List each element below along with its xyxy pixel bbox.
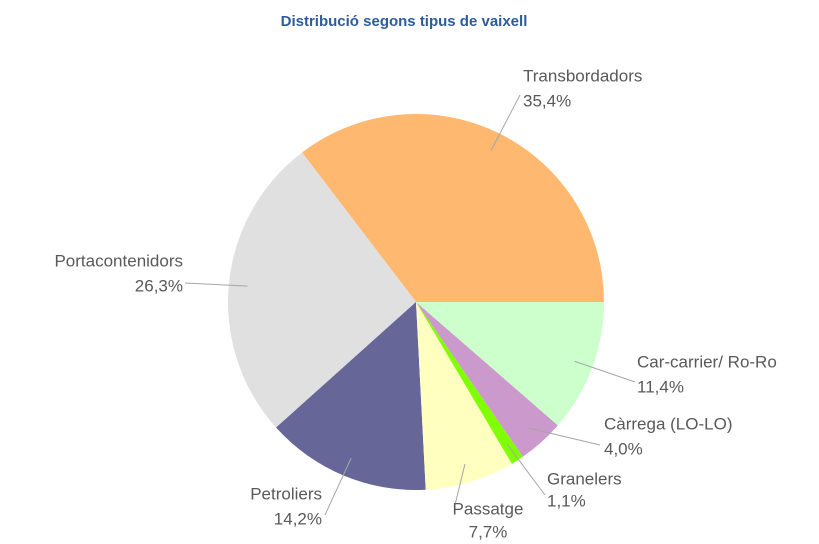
- slice-label: Càrrega (LO-LO): [604, 414, 732, 433]
- slice-label: Petroliers: [250, 484, 322, 503]
- leader-line: [506, 444, 546, 496]
- leader-line: [528, 427, 601, 446]
- value-label: 4,0%: [604, 439, 643, 458]
- leader-line: [184, 282, 248, 287]
- value-label: 11,4%: [637, 377, 684, 396]
- pie-slice: [416, 302, 604, 426]
- slice-label: Passatge: [453, 499, 524, 518]
- slice-label: Transbordadors: [523, 66, 642, 85]
- value-label: 7,7%: [469, 522, 508, 541]
- pie-slice: [228, 152, 416, 428]
- pie-slice: [416, 302, 523, 464]
- value-label: 1,1%: [547, 491, 586, 510]
- slice-label: Portacontenidors: [54, 251, 183, 270]
- pie-slice: [416, 302, 558, 457]
- value-label: 14,2%: [274, 509, 322, 528]
- pie-slice: [302, 113, 604, 302]
- slice-label: Car-carrier/ Ro-Ro: [637, 352, 777, 371]
- slice-label: Granelers: [547, 469, 622, 488]
- leader-line: [324, 458, 352, 516]
- value-label: 26,3%: [135, 276, 183, 295]
- pie-slice: [276, 302, 426, 491]
- leader-line: [490, 94, 521, 151]
- chart-title: Distribució segons tipus de vaixell: [281, 13, 528, 30]
- leader-line: [454, 463, 466, 506]
- leader-line: [574, 360, 636, 383]
- value-label: 35,4%: [523, 91, 571, 110]
- pie-slice: [416, 302, 512, 490]
